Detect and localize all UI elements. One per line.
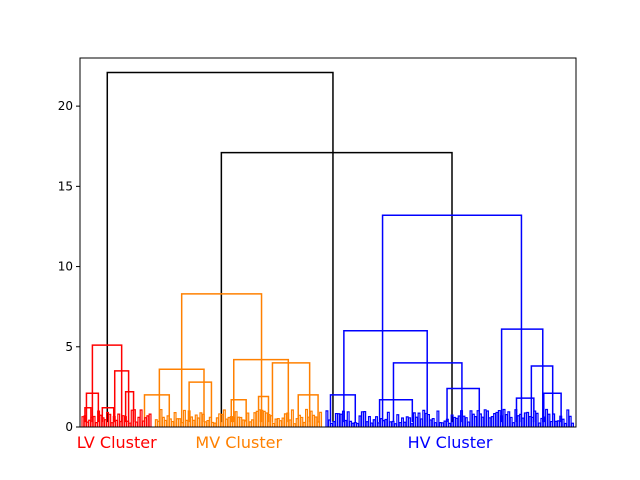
dendrogram-link-12 — [113, 370, 130, 423]
dendrogram-link-13 — [271, 362, 311, 423]
dendrogram-link-9 — [392, 362, 463, 423]
leaf-stub-2-104 — [571, 422, 575, 427]
leaf-stub-0-26 — [139, 409, 143, 427]
leaf-stub-2-89 — [535, 412, 539, 427]
dendrogram-link-15 — [446, 387, 481, 423]
leaf-stub-0-5 — [92, 415, 96, 427]
y-tick-label-0: 0 — [65, 420, 73, 434]
leaf-stub-0-1 — [83, 415, 87, 427]
leaf-stub-2-103 — [568, 415, 572, 427]
dendrogram-link-2 — [180, 293, 263, 423]
dendrogram-link-3 — [381, 214, 523, 423]
cluster-labels: LV Cluster MV Cluster HV Cluster — [77, 433, 493, 452]
leaf-stub-2-0 — [325, 410, 329, 427]
dendrogram-link-14 — [188, 381, 213, 423]
dendrogram-link-19 — [543, 392, 562, 423]
leaf-stub-1-58 — [290, 409, 294, 427]
dendrogram-link-5 — [500, 328, 544, 423]
leaf-stub-2-94 — [547, 413, 551, 427]
leaf-stub-2-7 — [341, 410, 345, 427]
leaf-stub-1-70 — [319, 411, 323, 427]
dendrogram-link-16 — [329, 394, 357, 423]
cluster-label-mv: MV Cluster — [195, 433, 282, 452]
dendrogram-link-20 — [143, 394, 171, 423]
leaf-stub-2-26 — [386, 411, 390, 427]
dendrogram-link-0 — [106, 71, 334, 423]
dendrogram-link-4 — [343, 329, 428, 423]
cluster-label-hv: HV Cluster — [408, 433, 493, 452]
leaf-stub-2-96 — [552, 413, 556, 427]
y-tick-label-2: 10 — [58, 260, 73, 274]
plot-frame — [79, 57, 577, 428]
dendrogram-link-6 — [91, 344, 123, 423]
dendrogram-link-10 — [530, 365, 554, 423]
leaf-stubs — [81, 408, 575, 427]
plot-background — [80, 58, 576, 427]
y-tick-label-3: 15 — [58, 179, 73, 193]
leaf-stub-0-12 — [108, 413, 112, 427]
leaf-stub-2-35 — [408, 417, 412, 427]
cluster-label-lv: LV Cluster — [77, 433, 157, 452]
leaf-stub-2-30 — [396, 414, 400, 427]
y-tick-label-4: 20 — [58, 99, 73, 113]
leaf-stub-0-16 — [117, 413, 121, 427]
dendrogram-links — [84, 71, 562, 423]
leaf-stub-2-16 — [363, 411, 367, 427]
dendrogram-link-8 — [233, 358, 290, 423]
leaf-stub-0-30 — [148, 413, 152, 427]
leaf-stub-1-20 — [201, 413, 205, 427]
leaf-stub-1-49 — [269, 415, 273, 427]
dendrogram-link-25 — [124, 390, 135, 423]
leaf-stub-1-12 — [182, 409, 186, 427]
dendrogram-link-21 — [230, 398, 247, 423]
leaf-stub-0-23 — [132, 409, 136, 427]
leaf-stub-2-18 — [367, 416, 371, 427]
y-tick-label-1: 5 — [65, 340, 73, 354]
leaf-stub-1-39 — [246, 412, 250, 427]
y-axis: 0 5 10 15 20 — [58, 99, 80, 434]
dendrogram-link-1 — [220, 151, 453, 423]
dendrogram-link-24 — [84, 406, 92, 423]
leaf-stub-2-47 — [436, 410, 440, 427]
dendrogram-link-7 — [158, 368, 205, 423]
dendrogram-link-26 — [101, 406, 115, 423]
dendrogram-link-17 — [378, 398, 414, 423]
leaf-stub-2-21 — [375, 416, 379, 427]
leaf-stub-2-9 — [346, 411, 350, 427]
dendrogram-link-23 — [297, 394, 319, 423]
